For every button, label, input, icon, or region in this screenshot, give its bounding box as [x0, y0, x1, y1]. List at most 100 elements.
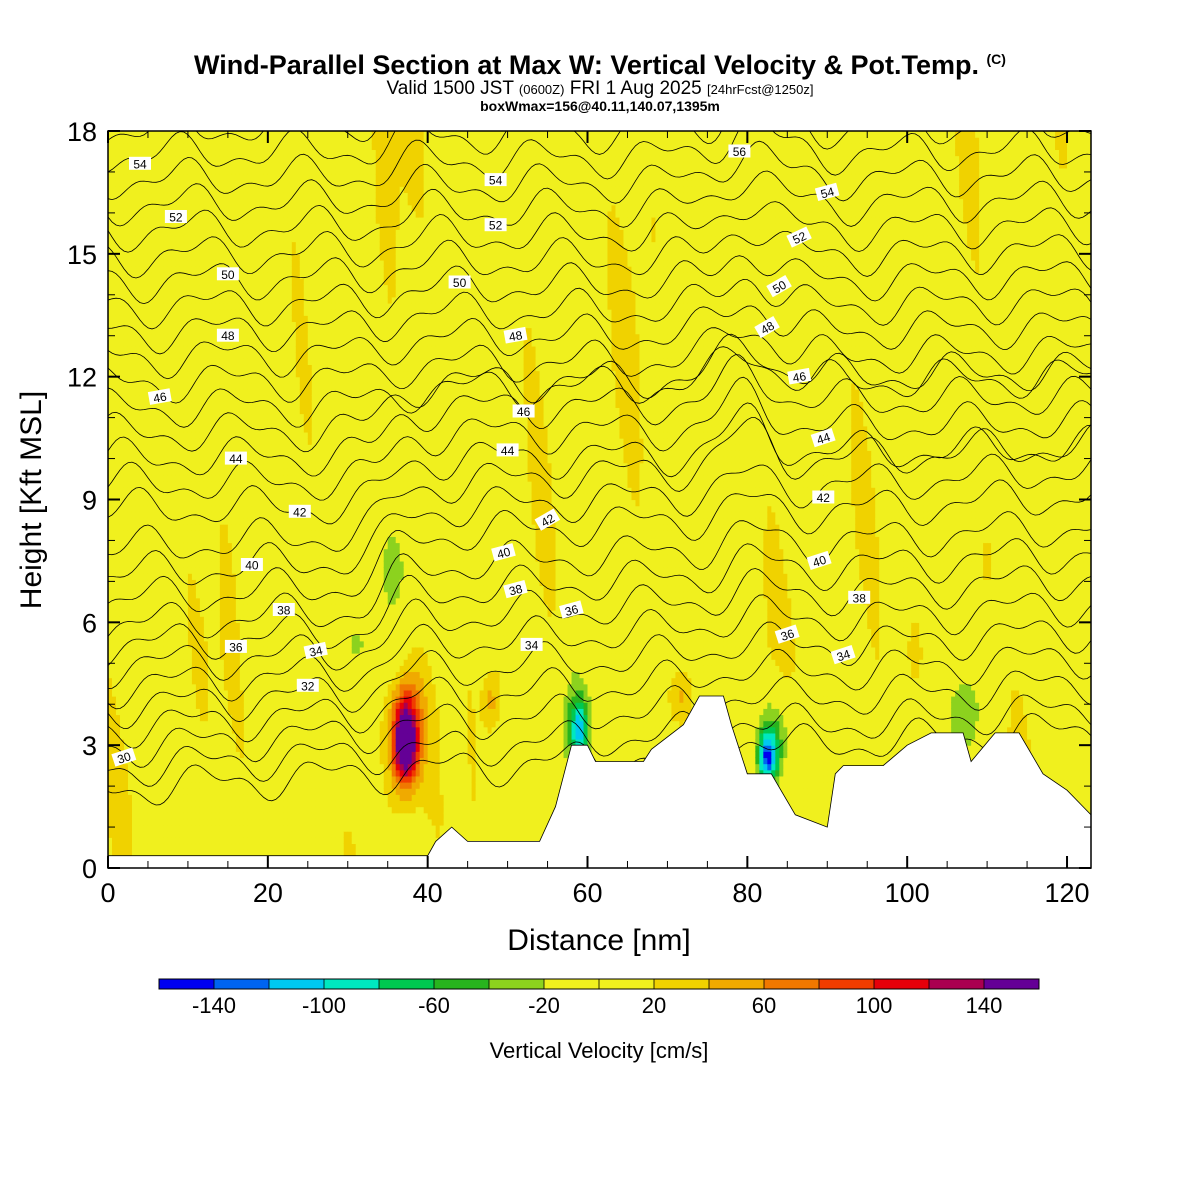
velocity-cell [156, 641, 161, 648]
velocity-cell [200, 776, 205, 783]
velocity-cell [244, 542, 249, 549]
velocity-cell [192, 401, 197, 408]
velocity-cell [200, 487, 205, 494]
velocity-cell [208, 291, 213, 298]
velocity-cell [148, 764, 153, 771]
velocity-cell [224, 659, 229, 666]
velocity-cell [192, 714, 197, 721]
velocity-cell [252, 475, 257, 482]
velocity-cell [180, 843, 185, 850]
velocity-cell [132, 500, 137, 507]
velocity-cell [140, 407, 145, 414]
velocity-cell [120, 708, 125, 715]
velocity-cell [188, 321, 193, 328]
velocity-cell [156, 493, 161, 500]
velocity-cell [176, 751, 181, 758]
velocity-cell [164, 831, 169, 838]
velocity-cell [184, 678, 189, 685]
velocity-cell [184, 843, 189, 850]
velocity-cell [192, 506, 197, 513]
velocity-cell [176, 328, 181, 335]
velocity-cell [120, 536, 125, 543]
velocity-cell [160, 297, 165, 304]
velocity-cell [264, 143, 269, 150]
velocity-cell [208, 309, 213, 316]
velocity-cell [136, 254, 141, 261]
velocity-cell [184, 328, 189, 335]
velocity-cell [128, 137, 133, 144]
velocity-cell [172, 628, 177, 635]
velocity-cell [268, 352, 273, 359]
velocity-cell [228, 825, 233, 832]
velocity-cell [180, 475, 185, 482]
velocity-cell [152, 506, 157, 513]
velocity-cell [220, 782, 225, 789]
velocity-cell [244, 800, 249, 807]
velocity-cell [220, 794, 225, 801]
velocity-cell [220, 524, 225, 531]
velocity-cell [236, 800, 241, 807]
velocity-cell [212, 819, 217, 826]
velocity-cell [260, 137, 265, 144]
velocity-cell [224, 764, 229, 771]
velocity-cell [268, 843, 273, 850]
velocity-cell [164, 714, 169, 721]
velocity-cell [180, 542, 185, 549]
velocity-cell [144, 610, 149, 617]
velocity-cell [164, 438, 169, 445]
velocity-cell [248, 794, 253, 801]
velocity-cell [144, 199, 149, 206]
velocity-cell [268, 770, 273, 777]
velocity-cell [120, 199, 125, 206]
velocity-cell [256, 254, 261, 261]
velocity-cell [224, 665, 229, 672]
velocity-cell [140, 684, 145, 691]
velocity-cell [184, 309, 189, 316]
velocity-cell [268, 469, 273, 476]
velocity-cell [220, 309, 225, 316]
velocity-cell [120, 266, 125, 273]
velocity-cell [212, 487, 217, 494]
velocity-cell [224, 807, 229, 814]
velocity-cell [160, 739, 165, 746]
velocity-cell [128, 328, 133, 335]
velocity-cell [192, 776, 197, 783]
velocity-cell [240, 843, 245, 850]
velocity-cell [240, 671, 245, 678]
velocity-cell [224, 567, 229, 574]
velocity-cell [196, 328, 201, 335]
velocity-cell [256, 653, 261, 660]
velocity-cell [128, 475, 133, 482]
velocity-cell [152, 665, 157, 672]
velocity-cell [256, 800, 261, 807]
velocity-cell [128, 714, 133, 721]
velocity-cell [248, 512, 253, 519]
velocity-cell [216, 303, 221, 310]
velocity-cell [176, 229, 181, 236]
velocity-cell [200, 825, 205, 832]
velocity-cell [224, 536, 229, 543]
velocity-cell [176, 186, 181, 193]
velocity-cell [168, 334, 173, 341]
velocity-cell [212, 751, 217, 758]
velocity-cell [136, 604, 141, 611]
velocity-cell [188, 714, 193, 721]
velocity-cell [112, 450, 117, 457]
velocity-cell [116, 671, 121, 678]
velocity-cell [196, 137, 201, 144]
velocity-cell [208, 156, 213, 163]
velocity-cell [248, 542, 253, 549]
velocity-cell [116, 457, 121, 464]
velocity-cell [120, 696, 125, 703]
velocity-cell [160, 837, 165, 844]
velocity-cell [232, 199, 237, 206]
velocity-cell [148, 807, 153, 814]
velocity-cell [152, 278, 157, 285]
velocity-cell [184, 530, 189, 537]
velocity-cell [168, 807, 173, 814]
velocity-cell [216, 819, 221, 826]
velocity-cell [164, 156, 169, 163]
velocity-cell [228, 137, 233, 144]
velocity-cell [136, 628, 141, 635]
